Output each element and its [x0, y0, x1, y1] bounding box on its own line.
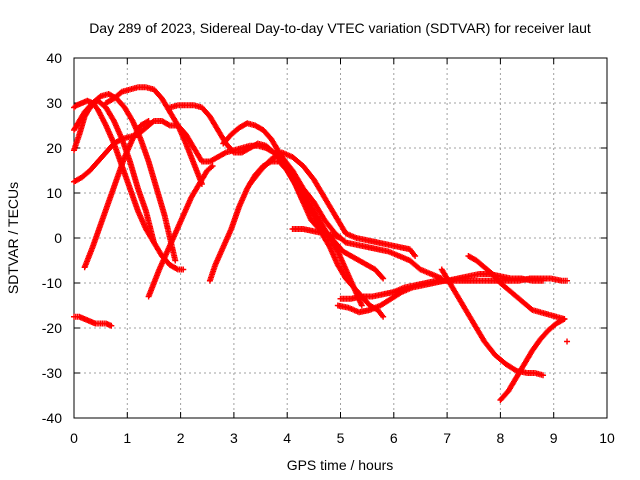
x-tick-label: 9	[550, 430, 558, 446]
y-tick-label: -10	[42, 275, 62, 291]
data-point	[561, 316, 568, 322]
series-track-20	[564, 338, 571, 345]
series-track-6	[81, 118, 152, 271]
y-tick-label: -30	[42, 365, 62, 381]
data-point	[108, 322, 115, 329]
series-track-19	[497, 316, 568, 403]
x-axis-title: GPS time / hours	[287, 457, 394, 473]
tick-labels: 0 1 2 3 4 5 6 7 8 9 10 -40 -30 -20 -10 0 10 20 30 40	[42, 50, 615, 446]
data-point	[150, 239, 157, 246]
data-point	[380, 313, 387, 320]
x-tick-label: 0	[70, 430, 78, 446]
data-point	[564, 338, 571, 345]
series-track-12	[246, 149, 419, 259]
data-point	[209, 163, 216, 169]
data-point	[337, 235, 344, 241]
y-tick-label: -20	[42, 320, 62, 336]
data-point	[564, 277, 571, 284]
y-tick-label: 0	[54, 230, 62, 246]
y-tick-label: 40	[46, 50, 62, 66]
x-tick-label: 1	[123, 430, 131, 446]
x-tick-label: 2	[177, 430, 185, 446]
y-tick-label: -40	[42, 410, 62, 426]
x-tick-label: 4	[283, 430, 291, 446]
series-track-1	[71, 313, 115, 329]
series-track-16	[334, 275, 571, 316]
series-track-17	[438, 266, 547, 379]
data-point	[145, 118, 152, 124]
y-tick-label: 10	[46, 185, 62, 201]
x-tick-label: 8	[497, 430, 505, 446]
y-tick-label: 20	[46, 140, 62, 156]
x-tick-label: 6	[390, 430, 398, 446]
data-point	[172, 257, 179, 264]
series-track-4	[71, 91, 179, 264]
data-point	[358, 302, 365, 309]
series-track-14	[289, 226, 344, 241]
x-tick-label: 5	[337, 430, 345, 446]
x-tick-label: 10	[599, 430, 615, 446]
x-tick-label: 7	[443, 430, 451, 446]
series-track-2	[71, 97, 187, 273]
data-point	[412, 253, 419, 259]
data-series	[71, 84, 571, 403]
x-tick-label: 3	[230, 430, 238, 446]
data-point	[149, 118, 156, 125]
series-track-8	[145, 163, 216, 300]
data-point	[540, 372, 547, 379]
chart-title: Day 289 of 2023, Sidereal Day-to-day VTE…	[89, 20, 591, 36]
data-point	[180, 266, 187, 273]
data-point	[379, 274, 386, 281]
series-track-18	[465, 253, 568, 322]
data-point	[380, 275, 387, 282]
axis-ticks	[73, 57, 608, 419]
y-axis-title: SDTVAR / TECUs	[5, 182, 21, 294]
y-tick-label: 30	[46, 95, 62, 111]
